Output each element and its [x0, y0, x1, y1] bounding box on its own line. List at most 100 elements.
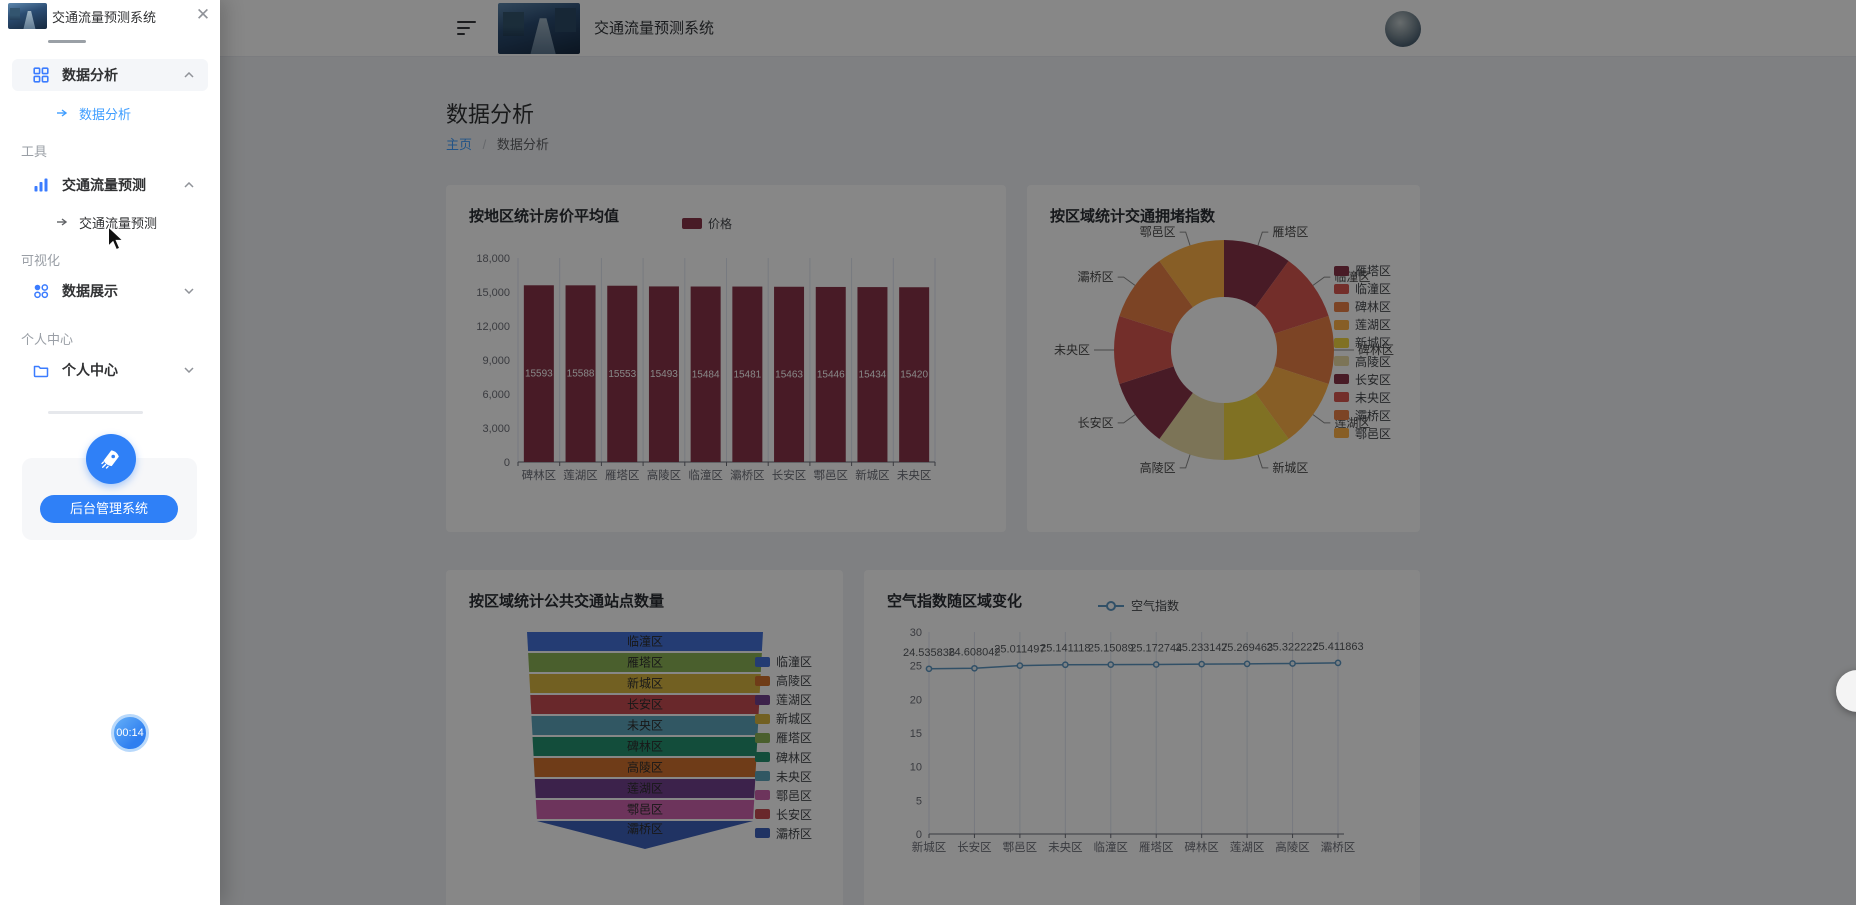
legend-label: 新城区 — [776, 712, 813, 727]
sidebar-group-personal: 个人中心 — [21, 332, 74, 347]
legend-item[interactable]: 长安区 — [1334, 371, 1391, 388]
edge-floating-button[interactable] — [1836, 670, 1856, 712]
line-chart-legend[interactable]: 空气指数 — [1097, 597, 1179, 614]
sidebar-logo — [8, 3, 47, 29]
legend-item[interactable]: 碑林区 — [1334, 298, 1391, 315]
sidebar-item-label: 数据展示 — [62, 283, 118, 299]
svg-text:25.172744: 25.172744 — [1130, 643, 1182, 655]
sidebar-item-personal-center[interactable]: 个人中心 — [12, 354, 208, 386]
legend-item[interactable]: 高陵区 — [1334, 353, 1391, 370]
close-icon[interactable]: ✕ — [195, 5, 211, 24]
svg-text:25.269463: 25.269463 — [1221, 642, 1273, 654]
arrow-right-icon — [57, 218, 68, 226]
chevron-down-icon — [184, 367, 194, 373]
legend-item[interactable]: 灞桥区 — [755, 825, 812, 842]
sidebar-subitem-data-analysis[interactable]: 数据分析 — [12, 98, 208, 128]
top-header: 交通流量预测系统 — [0, 0, 1856, 57]
bar-chart-legend[interactable]: 价格 — [682, 215, 732, 232]
legend-item[interactable]: 雁塔区 — [755, 729, 812, 746]
legend-label: 莲湖区 — [776, 693, 813, 708]
legend-swatch — [1334, 283, 1349, 294]
sidebar-subitem-label: 交通流量预测 — [79, 215, 158, 231]
line-legend-icon — [1098, 600, 1124, 611]
sidebar-drawer: 交通流量预测系统 ✕ 数据分析 数据分析 工具 交通流量预测 交通流量预测 可视… — [0, 0, 220, 905]
svg-text:鄠邑区: 鄠邑区 — [1140, 225, 1176, 239]
svg-text:15484: 15484 — [692, 369, 720, 380]
legend-item[interactable]: 新城区 — [1334, 334, 1391, 351]
legend-item[interactable]: 未央区 — [1334, 389, 1391, 406]
svg-text:6,000: 6,000 — [482, 389, 510, 401]
breadcrumb-current: 数据分析 — [496, 137, 549, 152]
legend-item[interactable]: 新城区 — [755, 710, 812, 727]
bar-chart-svg: 0 3,000 6,000 9,000 12,000 15,000 18,000 15593 碑… — [476, 253, 936, 482]
svg-text:高陵区: 高陵区 — [1275, 840, 1310, 854]
svg-text:15593: 15593 — [525, 369, 553, 380]
svg-text:15553: 15553 — [608, 369, 636, 380]
svg-text:15463: 15463 — [775, 369, 803, 380]
card-congestion-donut-chart: 按区域统计交通拥堵指数 雁塔区 临潼区 碑林区 莲湖区 新城区 高陵区 长安区 未央区 灞桥区鄠… — [1027, 185, 1420, 532]
breadcrumb-home-link[interactable]: 主页 — [446, 137, 473, 152]
collapse-menu-icon[interactable] — [457, 21, 479, 37]
pie-chart-title: 按区域统计交通拥堵指数 — [1050, 208, 1216, 225]
bar-chart-icon — [34, 178, 48, 192]
legend-label: 空气指数 — [1131, 599, 1180, 613]
legend-label: 新城区 — [1355, 336, 1392, 351]
legend-label: 临潼区 — [1355, 282, 1392, 297]
legend-item[interactable]: 莲湖区 — [755, 691, 812, 708]
legend-label: 碑林区 — [776, 750, 813, 765]
legend-item[interactable]: 高陵区 — [755, 672, 812, 689]
card-air-index-line-chart: 空气指数随区域变化 空气指数 0 5 10 15 20 25 30 新城区 长安区 鄠邑区 未央区临… — [864, 570, 1420, 905]
sidebar-item-traffic-prediction[interactable]: 交通流量预测 — [12, 169, 208, 201]
bar-chart-title: 按地区统计房价平均值 — [469, 208, 620, 225]
svg-text:灞桥区: 灞桥区 — [627, 822, 663, 836]
legend-swatch — [1334, 337, 1349, 348]
legend-item[interactable]: 雁塔区 — [1334, 262, 1391, 279]
legend-item[interactable]: 灞桥区 — [1334, 407, 1391, 424]
legend-label: 长安区 — [776, 807, 813, 822]
circles-icon — [34, 284, 49, 299]
svg-text:鄠邑区: 鄠邑区 — [1003, 841, 1038, 854]
svg-text:长安区: 长安区 — [1078, 415, 1114, 430]
svg-text:长安区: 长安区 — [627, 697, 663, 712]
svg-text:15,000: 15,000 — [476, 287, 510, 299]
svg-text:鄠邑区: 鄠邑区 — [814, 469, 849, 482]
admin-system-button[interactable]: 后台管理系统 — [40, 495, 178, 523]
svg-text:未央区: 未央区 — [1054, 343, 1090, 357]
legend-item[interactable]: 临潼区 — [1334, 280, 1391, 297]
svg-text:碑林区: 碑林区 — [1358, 342, 1394, 357]
legend-item[interactable]: 长安区 — [755, 806, 812, 823]
user-avatar[interactable] — [1385, 11, 1421, 47]
legend-item[interactable]: 临潼区 — [755, 653, 812, 670]
timer-badge[interactable]: 00:14 — [111, 714, 149, 752]
svg-text:碑林区: 碑林区 — [627, 739, 663, 754]
rocket-button[interactable] — [86, 434, 136, 484]
svg-text:25.411863: 25.411863 — [1312, 641, 1363, 653]
svg-text:雁塔区: 雁塔区 — [605, 469, 640, 482]
legend-label: 未央区 — [776, 769, 813, 784]
svg-text:雁塔区: 雁塔区 — [1139, 841, 1174, 854]
svg-text:新城区: 新城区 — [912, 840, 947, 854]
svg-text:新城区: 新城区 — [627, 676, 663, 691]
sidebar-item-data-analysis[interactable]: 数据分析 — [12, 59, 208, 91]
grid-icon — [33, 67, 49, 83]
legend-item[interactable]: 鄠邑区 — [755, 787, 812, 804]
drawer-overlay-mask[interactable] — [220, 0, 1856, 905]
svg-text:15420: 15420 — [900, 370, 928, 381]
legend-label: 价格 — [708, 217, 733, 231]
sidebar-subitem-traffic-prediction[interactable]: 交通流量预测 — [12, 207, 208, 237]
sidebar-item-data-display[interactable]: 数据展示 — [12, 275, 208, 307]
legend-swatch — [755, 828, 770, 839]
legend-label: 鄠邑区 — [776, 788, 813, 803]
legend-label: 莲湖区 — [1355, 318, 1392, 333]
legend-label: 碑林区 — [1355, 300, 1392, 315]
legend-item[interactable]: 莲湖区 — [1334, 316, 1391, 333]
svg-text:0: 0 — [504, 457, 510, 469]
mouse-cursor — [108, 226, 124, 251]
legend-item[interactable]: 鄠邑区 — [1334, 425, 1391, 442]
svg-text:30: 30 — [910, 627, 922, 639]
app-logo — [498, 3, 580, 54]
legend-item[interactable]: 碑林区 — [755, 749, 812, 766]
legend-item[interactable]: 未央区 — [755, 768, 812, 785]
legend-swatch — [755, 790, 770, 801]
rocket-icon — [101, 450, 119, 469]
